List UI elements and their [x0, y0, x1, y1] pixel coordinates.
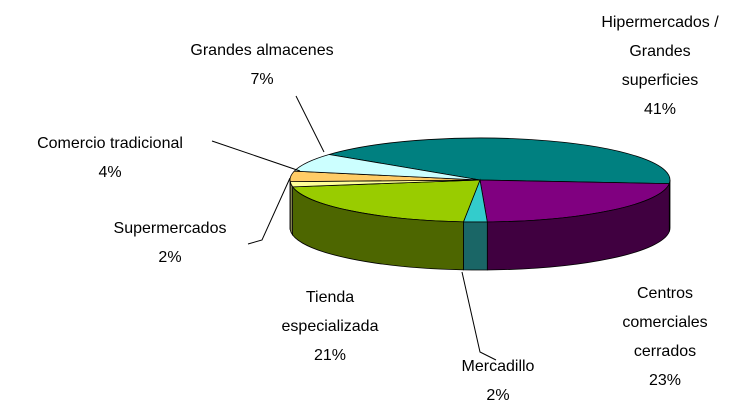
leader-line — [461, 271, 497, 361]
slice-label: Tienda especializada 21% — [265, 283, 395, 370]
slice-label: Supermercados 2% — [114, 214, 227, 272]
pie-sides — [289, 179, 671, 271]
leader-lines — [211, 95, 497, 361]
slice-name: Supermercados — [113, 220, 227, 237]
slice-name: Hipermercados / Grandes superficies — [601, 14, 719, 89]
slice-name: Centros comerciales cerrados — [622, 285, 708, 360]
slice-value-label: 41% — [643, 101, 677, 118]
leader-line — [211, 140, 301, 172]
leader-line — [295, 95, 325, 153]
pie-side — [463, 221, 488, 271]
pie-slice — [293, 154, 481, 181]
slice-value-label: 21% — [313, 347, 347, 364]
slice-name: Grandes almacenes — [190, 42, 334, 59]
leader-line — [247, 177, 291, 245]
slice-name: Tienda especializada — [281, 289, 379, 335]
slice-label: Grandes almacenes 7% — [190, 36, 333, 94]
slice-name: Mercadillo — [461, 358, 535, 375]
slice-value-label: 23% — [648, 372, 682, 389]
slice-label: Mercadillo 2% — [462, 352, 535, 403]
slice-label: Centros comerciales cerrados 23% — [610, 279, 720, 395]
pie-slice — [328, 137, 671, 185]
slice-name: Comercio tradicional — [37, 135, 183, 152]
pie-top — [289, 137, 671, 223]
slice-value-label: 2% — [486, 387, 510, 403]
slice-value-label: 4% — [98, 164, 122, 181]
slice-label: Comercio tradicional 4% — [37, 129, 183, 187]
slice-value-label: 7% — [250, 71, 274, 88]
slice-label: Hipermercados / Grandes superficies 41% — [590, 8, 730, 124]
slice-value-label: 2% — [158, 249, 182, 266]
